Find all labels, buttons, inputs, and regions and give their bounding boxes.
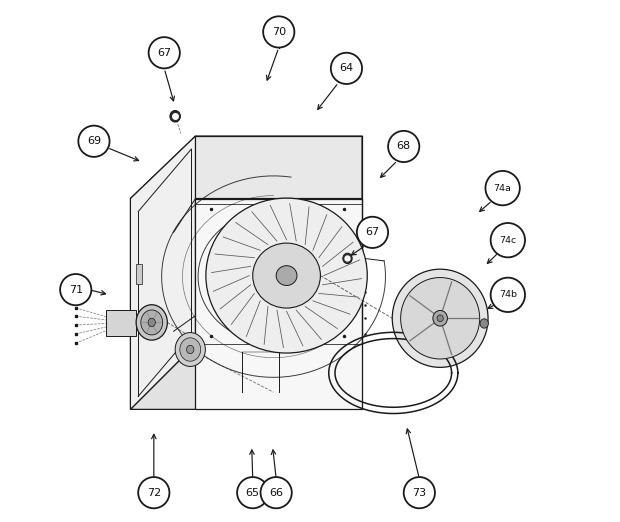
Circle shape	[260, 477, 292, 508]
Ellipse shape	[141, 310, 162, 335]
Circle shape	[490, 278, 525, 312]
Bar	[136, 264, 142, 284]
Text: 74a: 74a	[494, 184, 512, 193]
Ellipse shape	[276, 266, 297, 286]
Polygon shape	[130, 136, 195, 409]
Text: 73: 73	[412, 488, 427, 497]
Circle shape	[490, 223, 525, 257]
Ellipse shape	[180, 338, 201, 361]
Polygon shape	[195, 198, 362, 409]
Text: 72: 72	[147, 488, 161, 497]
Ellipse shape	[253, 243, 321, 308]
Ellipse shape	[206, 198, 367, 353]
Ellipse shape	[437, 315, 443, 322]
Ellipse shape	[401, 278, 480, 359]
Circle shape	[404, 477, 435, 508]
Ellipse shape	[148, 318, 156, 327]
Circle shape	[263, 16, 294, 48]
Ellipse shape	[480, 319, 489, 328]
Ellipse shape	[433, 311, 448, 326]
Polygon shape	[130, 136, 362, 198]
Text: 69: 69	[87, 136, 101, 146]
Circle shape	[357, 217, 388, 248]
Text: 65: 65	[246, 488, 260, 497]
Text: 66: 66	[269, 488, 283, 497]
Text: 68: 68	[397, 141, 411, 151]
Ellipse shape	[175, 333, 205, 366]
Polygon shape	[130, 345, 362, 409]
Circle shape	[388, 131, 419, 162]
Text: 70: 70	[272, 27, 286, 37]
Text: 71: 71	[69, 284, 83, 294]
Circle shape	[237, 477, 268, 508]
Circle shape	[485, 171, 520, 205]
Circle shape	[138, 477, 169, 508]
Circle shape	[149, 37, 180, 68]
Ellipse shape	[170, 111, 180, 122]
Ellipse shape	[343, 253, 352, 264]
Text: 64: 64	[339, 63, 353, 74]
Text: 67: 67	[365, 228, 379, 238]
Text: eReplacementParts.com: eReplacementParts.com	[202, 279, 329, 289]
Text: 67: 67	[157, 48, 171, 58]
Circle shape	[78, 126, 110, 157]
FancyBboxPatch shape	[106, 311, 136, 337]
Ellipse shape	[392, 269, 488, 367]
Ellipse shape	[187, 346, 194, 354]
Text: 74c: 74c	[499, 235, 516, 245]
Text: 74b: 74b	[499, 290, 517, 299]
Circle shape	[331, 53, 362, 84]
Ellipse shape	[136, 305, 167, 340]
Circle shape	[60, 274, 91, 305]
